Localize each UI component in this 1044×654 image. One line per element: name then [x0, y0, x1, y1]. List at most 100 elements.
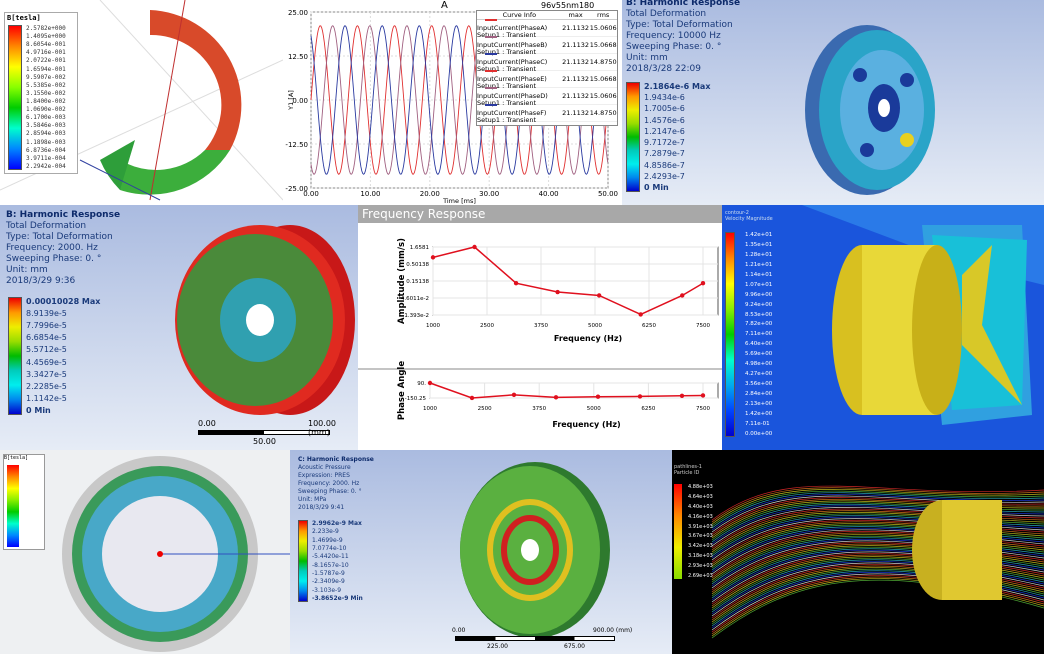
curve-max: 21.1132	[562, 41, 590, 49]
x-axis-label: Frequency (Hz)	[552, 420, 620, 429]
legend-value: 2.9962e-9 Max	[312, 520, 362, 527]
pathline	[711, 487, 1044, 523]
legend-value: 2.5782e+000	[26, 25, 66, 32]
curve-name: InputCurrent(PhaseC)	[477, 57, 548, 66]
y-tick-label: 0.50138	[406, 262, 429, 268]
x-tick-label: 2500	[480, 323, 494, 329]
data-point	[469, 395, 475, 401]
x-tick-label: 7500	[696, 323, 710, 329]
magnetic-field-panel: B[tesla] 2.5782e+000 1.4095e+000 8.6054e-0…	[0, 0, 283, 205]
legend-value: 9.96e+00	[745, 291, 773, 298]
x-tick-label: 40.00	[539, 190, 559, 198]
data-point	[679, 393, 685, 398]
legend-value: 8.53e+00	[745, 311, 773, 318]
harmonic-top-panel: B: Harmonic Response Total Deformation Ty…	[622, 0, 1044, 205]
legend-value: 4.40e+03	[688, 503, 713, 510]
legend-value: 8.6054e-001	[26, 41, 66, 49]
legend-value: 1.07e+01	[745, 281, 773, 288]
color-scale-bar	[725, 232, 735, 437]
curve-name: InputCurrent(PhaseD)	[477, 91, 548, 100]
panel-header: Frequency Response	[358, 205, 722, 223]
fan-body	[942, 500, 1002, 600]
project-label: 96v55nm180	[541, 1, 595, 10]
pathline	[711, 489, 1044, 525]
legend-row: InputCurrent(PhaseE) Setup1 : Transient 21…	[477, 69, 617, 89]
fan-render	[722, 205, 1044, 450]
color-scale-bar	[7, 465, 19, 547]
data-point	[637, 394, 643, 399]
x-tick-label: 2500	[478, 406, 492, 412]
legend-title: B[tesla]	[4, 455, 29, 461]
frequency-response-panel: Frequency Response 1.6581 0.50138 0.15138 4…	[358, 205, 722, 450]
legend-value: 9.5907e-002	[26, 73, 66, 81]
x-tick-label: 0.00	[303, 190, 319, 198]
result-info-line: Acoustic Pressure	[298, 464, 351, 471]
data-point	[680, 293, 685, 298]
color-scale-bar	[298, 520, 308, 602]
y-tick-label: 1.393e-2	[404, 313, 429, 319]
y-axis-label: Amplitude (mm/s)	[397, 238, 407, 324]
color-scale-bar	[674, 484, 682, 579]
color-scale-bar	[8, 25, 22, 170]
result-info-line: Unit: mm	[626, 53, 668, 63]
legend-value: 6.40e+00	[745, 341, 773, 348]
legend-value: 5.5385e-002	[26, 81, 66, 89]
legend-value: 1.35e+01	[745, 241, 773, 248]
y-tick-label: 25.00	[288, 9, 308, 17]
legend-value: 2.84e+00	[745, 391, 773, 397]
data-point	[700, 393, 706, 398]
scale-bar	[455, 636, 615, 641]
y-axis-label: Y1 [A]	[287, 90, 295, 111]
legend-value: -3.8652e-9 Min	[312, 594, 363, 602]
scale-left: 0.00	[452, 627, 466, 634]
x-tick-label: 10.00	[360, 190, 380, 198]
legend-title: contour-2	[725, 210, 749, 216]
legend-value: 8.9139e-5	[26, 309, 67, 319]
frequency-response-chart: 1.6581 0.50138 0.15138 4.6011e-2 1.393e-2 100…	[358, 238, 722, 429]
legend-value: 3.1550e-002	[26, 89, 66, 97]
result-info-line: Frequency: 2000. Hz	[6, 243, 98, 253]
curve-legend: Curve Info max rms InputCurrent(PhaseA) S…	[476, 10, 618, 126]
legend-header-rms: rms	[597, 11, 610, 19]
x-tick-label: 1000	[423, 406, 437, 412]
x-tick-label: 20.00	[420, 190, 440, 198]
data-point	[513, 281, 519, 286]
curve-setup: Setup1 : Transient	[477, 47, 537, 56]
x-tick-label: 1000	[426, 323, 440, 329]
legend-value: 2.0722e-001	[26, 57, 66, 65]
scale-mid-1: 225.00	[487, 643, 508, 650]
result-info-line: Sweeping Phase: 0. °	[626, 42, 722, 52]
curve-setup: Setup1 : Transient	[477, 30, 537, 39]
data-point	[700, 281, 706, 286]
pathline	[711, 490, 1044, 527]
curve-setup: Setup1 : Transient	[477, 64, 537, 73]
harmonic-mid-panel: B: Harmonic Response Total Deformation Ty…	[0, 205, 358, 450]
legend-value: 2.93e+03	[688, 563, 713, 569]
legend-value: 1.6594e-001	[26, 65, 66, 73]
legend-title: B[tesla]	[7, 14, 41, 22]
legend-value: 6.8736e-004	[26, 146, 66, 154]
legend-value: -3.103e-9	[312, 586, 342, 594]
legend-swatch	[485, 86, 497, 89]
x-tick-label: 5000	[588, 323, 602, 329]
legend-value: 9.7172e-7	[644, 138, 685, 148]
x-tick-label: 5000	[587, 406, 601, 412]
y-axis-label: Phase Angle	[397, 361, 407, 420]
pathline	[711, 492, 1044, 529]
legend-value: 0.00e+00	[745, 430, 773, 437]
data-point	[596, 293, 602, 298]
legend-value: 1.28e+01	[745, 251, 773, 258]
series-line	[429, 382, 704, 399]
curve-max: 21.1132	[562, 58, 590, 66]
legend-value: 7.11e-01	[745, 420, 770, 427]
legend-value: 1.9434e-6	[644, 93, 685, 103]
legend-value: -8.1657e-10	[312, 561, 349, 569]
legend-value: 3.91e+03	[688, 523, 713, 530]
series-line	[432, 246, 704, 316]
legend-value: 0.00010028 Max	[26, 297, 101, 306]
legend-value: 1.4576e-6	[644, 115, 685, 125]
curve-name: InputCurrent(PhaseA)	[477, 23, 548, 32]
pathlines-render	[711, 485, 1044, 639]
legend-value: 1.2147e-6	[644, 126, 685, 136]
legend-value: 6.1700e-003	[26, 114, 66, 122]
